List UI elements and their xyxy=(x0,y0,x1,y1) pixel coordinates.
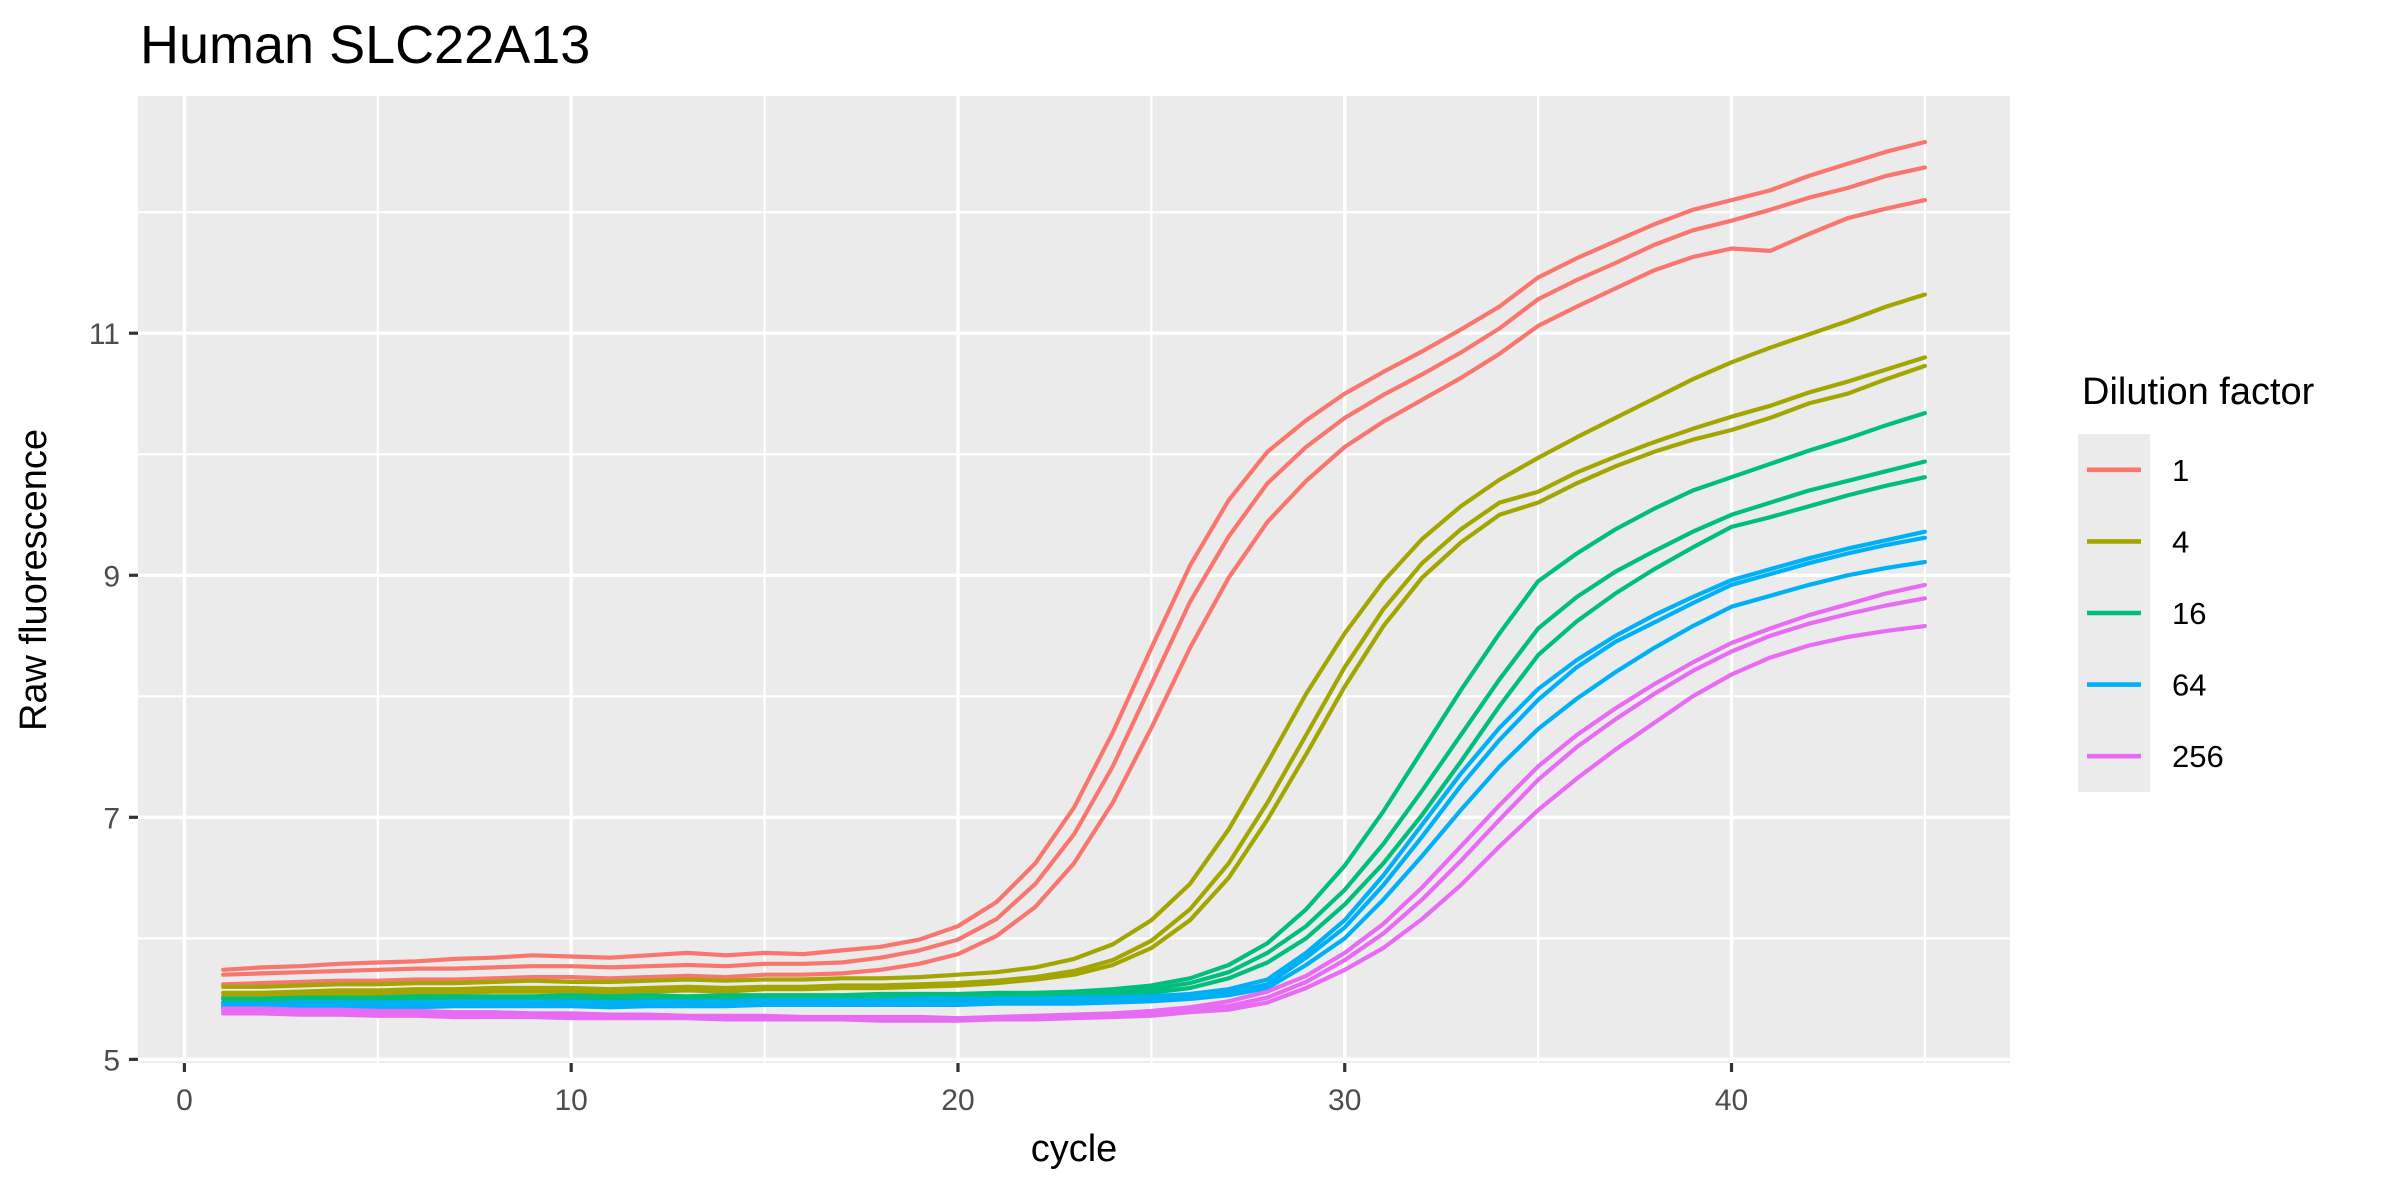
x-tick-label: 10 xyxy=(555,1084,588,1117)
x-axis-title: cycle xyxy=(1031,1128,1118,1170)
amplification-curve-dilution-16-rep1 xyxy=(221,411,1928,1002)
amplification-curve-dilution-1-rep3 xyxy=(221,198,1928,987)
y-axis-title: Raw fluorescence xyxy=(13,429,55,731)
amplification-curve-dilution-4-rep1 xyxy=(221,292,1928,989)
amplification-curve-dilution-64-rep3 xyxy=(221,559,1928,1011)
y-tick-label: 9 xyxy=(103,560,120,593)
legend-label-1: 1 xyxy=(2172,453,2189,488)
amplification-curve-dilution-64-rep1 xyxy=(221,529,1928,1006)
x-tick-label: 20 xyxy=(941,1084,974,1117)
y-tick-label: 7 xyxy=(103,802,120,835)
x-tick-label: 0 xyxy=(176,1084,193,1117)
legend-label-256: 256 xyxy=(2172,739,2224,774)
amplification-curve-dilution-256-rep1 xyxy=(221,582,1928,1021)
amplification-curve-dilution-4-rep3 xyxy=(221,363,1928,999)
legend-label-4: 4 xyxy=(2172,524,2189,559)
legend-label-64: 64 xyxy=(2172,668,2206,703)
legend-label-16: 16 xyxy=(2172,596,2206,631)
x-tick-label: 40 xyxy=(1715,1084,1748,1117)
legend-title: Dilution factor xyxy=(2082,371,2315,413)
y-tick-label: 11 xyxy=(89,318,120,351)
amplification-curve-dilution-4-rep2 xyxy=(221,355,1928,995)
x-tick-label: 30 xyxy=(1328,1084,1361,1117)
amplification-curve-dilution-1-rep2 xyxy=(221,165,1928,977)
amplification-curve-dilution-1-rep1 xyxy=(221,139,1928,972)
y-tick-label: 5 xyxy=(103,1044,120,1077)
amplification-curve-dilution-64-rep2 xyxy=(221,535,1928,1009)
amplification-curve-dilution-256-rep3 xyxy=(221,623,1928,1023)
plot-title: Human SLC22A13 xyxy=(140,15,590,75)
